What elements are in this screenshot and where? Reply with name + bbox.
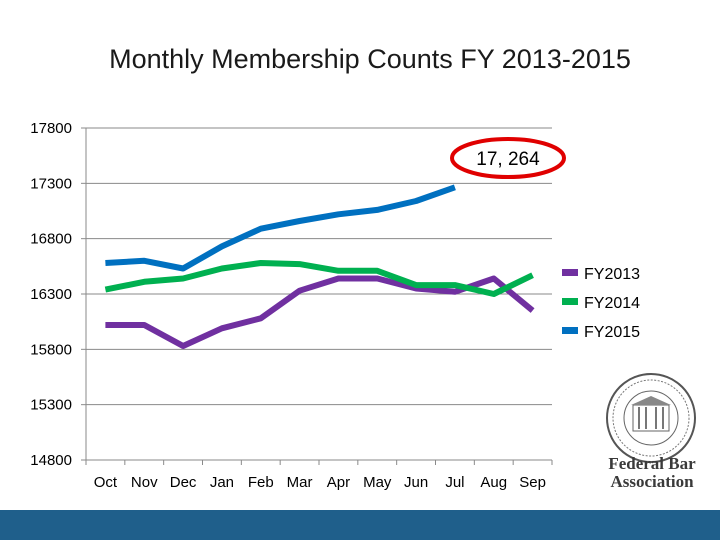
x-tick-label: Feb <box>248 474 274 491</box>
annotation-ellipse <box>450 137 566 179</box>
x-tick-label: Sep <box>519 474 546 491</box>
fba-seal-logo <box>606 373 696 463</box>
fba-logo-text: Federal Bar Association <box>596 455 708 491</box>
annotation-label: 17, 264 <box>476 149 540 170</box>
logo-line-1: Federal Bar <box>608 454 696 473</box>
x-tick-label: Jul <box>445 474 464 491</box>
x-tick-label: Nov <box>131 474 158 491</box>
y-tick-label: 17800 <box>30 120 72 137</box>
y-tick-label: 17300 <box>30 175 72 192</box>
x-tick-label: Aug <box>480 474 507 491</box>
y-tick-label: 15300 <box>30 397 72 414</box>
legend-swatch-fy2014 <box>562 298 578 305</box>
legend-label-fy2013: FY2013 <box>584 266 640 283</box>
chart-title: Monthly Membership Counts FY 2013-2015 <box>109 44 631 74</box>
x-tick-label: Apr <box>327 474 350 491</box>
x-tick-label: Oct <box>94 474 118 491</box>
legend-label-fy2015: FY2015 <box>584 324 640 341</box>
x-tick-label: Jan <box>210 474 234 491</box>
series-line-fy2014 <box>104 260 534 297</box>
legend-swatch-fy2015 <box>562 327 578 334</box>
legend-label-fy2014: FY2014 <box>584 295 640 312</box>
y-tick-label: 14800 <box>30 452 72 469</box>
legend-swatch-fy2013 <box>562 269 578 276</box>
y-tick-label: 16300 <box>30 286 72 303</box>
series-line-fy2015 <box>105 184 456 272</box>
x-tick-label: May <box>363 474 392 491</box>
y-tick-label: 15800 <box>30 341 72 358</box>
y-tick-label: 16800 <box>30 231 72 248</box>
line-chart: 14800 15300 15800 16300 16800 17300 17800 Oct No… <box>30 120 640 491</box>
footer-bar <box>0 510 720 540</box>
x-tick-label: Jun <box>404 474 428 491</box>
x-tick-label: Dec <box>170 474 197 491</box>
x-tick-label: Mar <box>287 474 313 491</box>
logo-line-2: Association <box>610 472 694 491</box>
